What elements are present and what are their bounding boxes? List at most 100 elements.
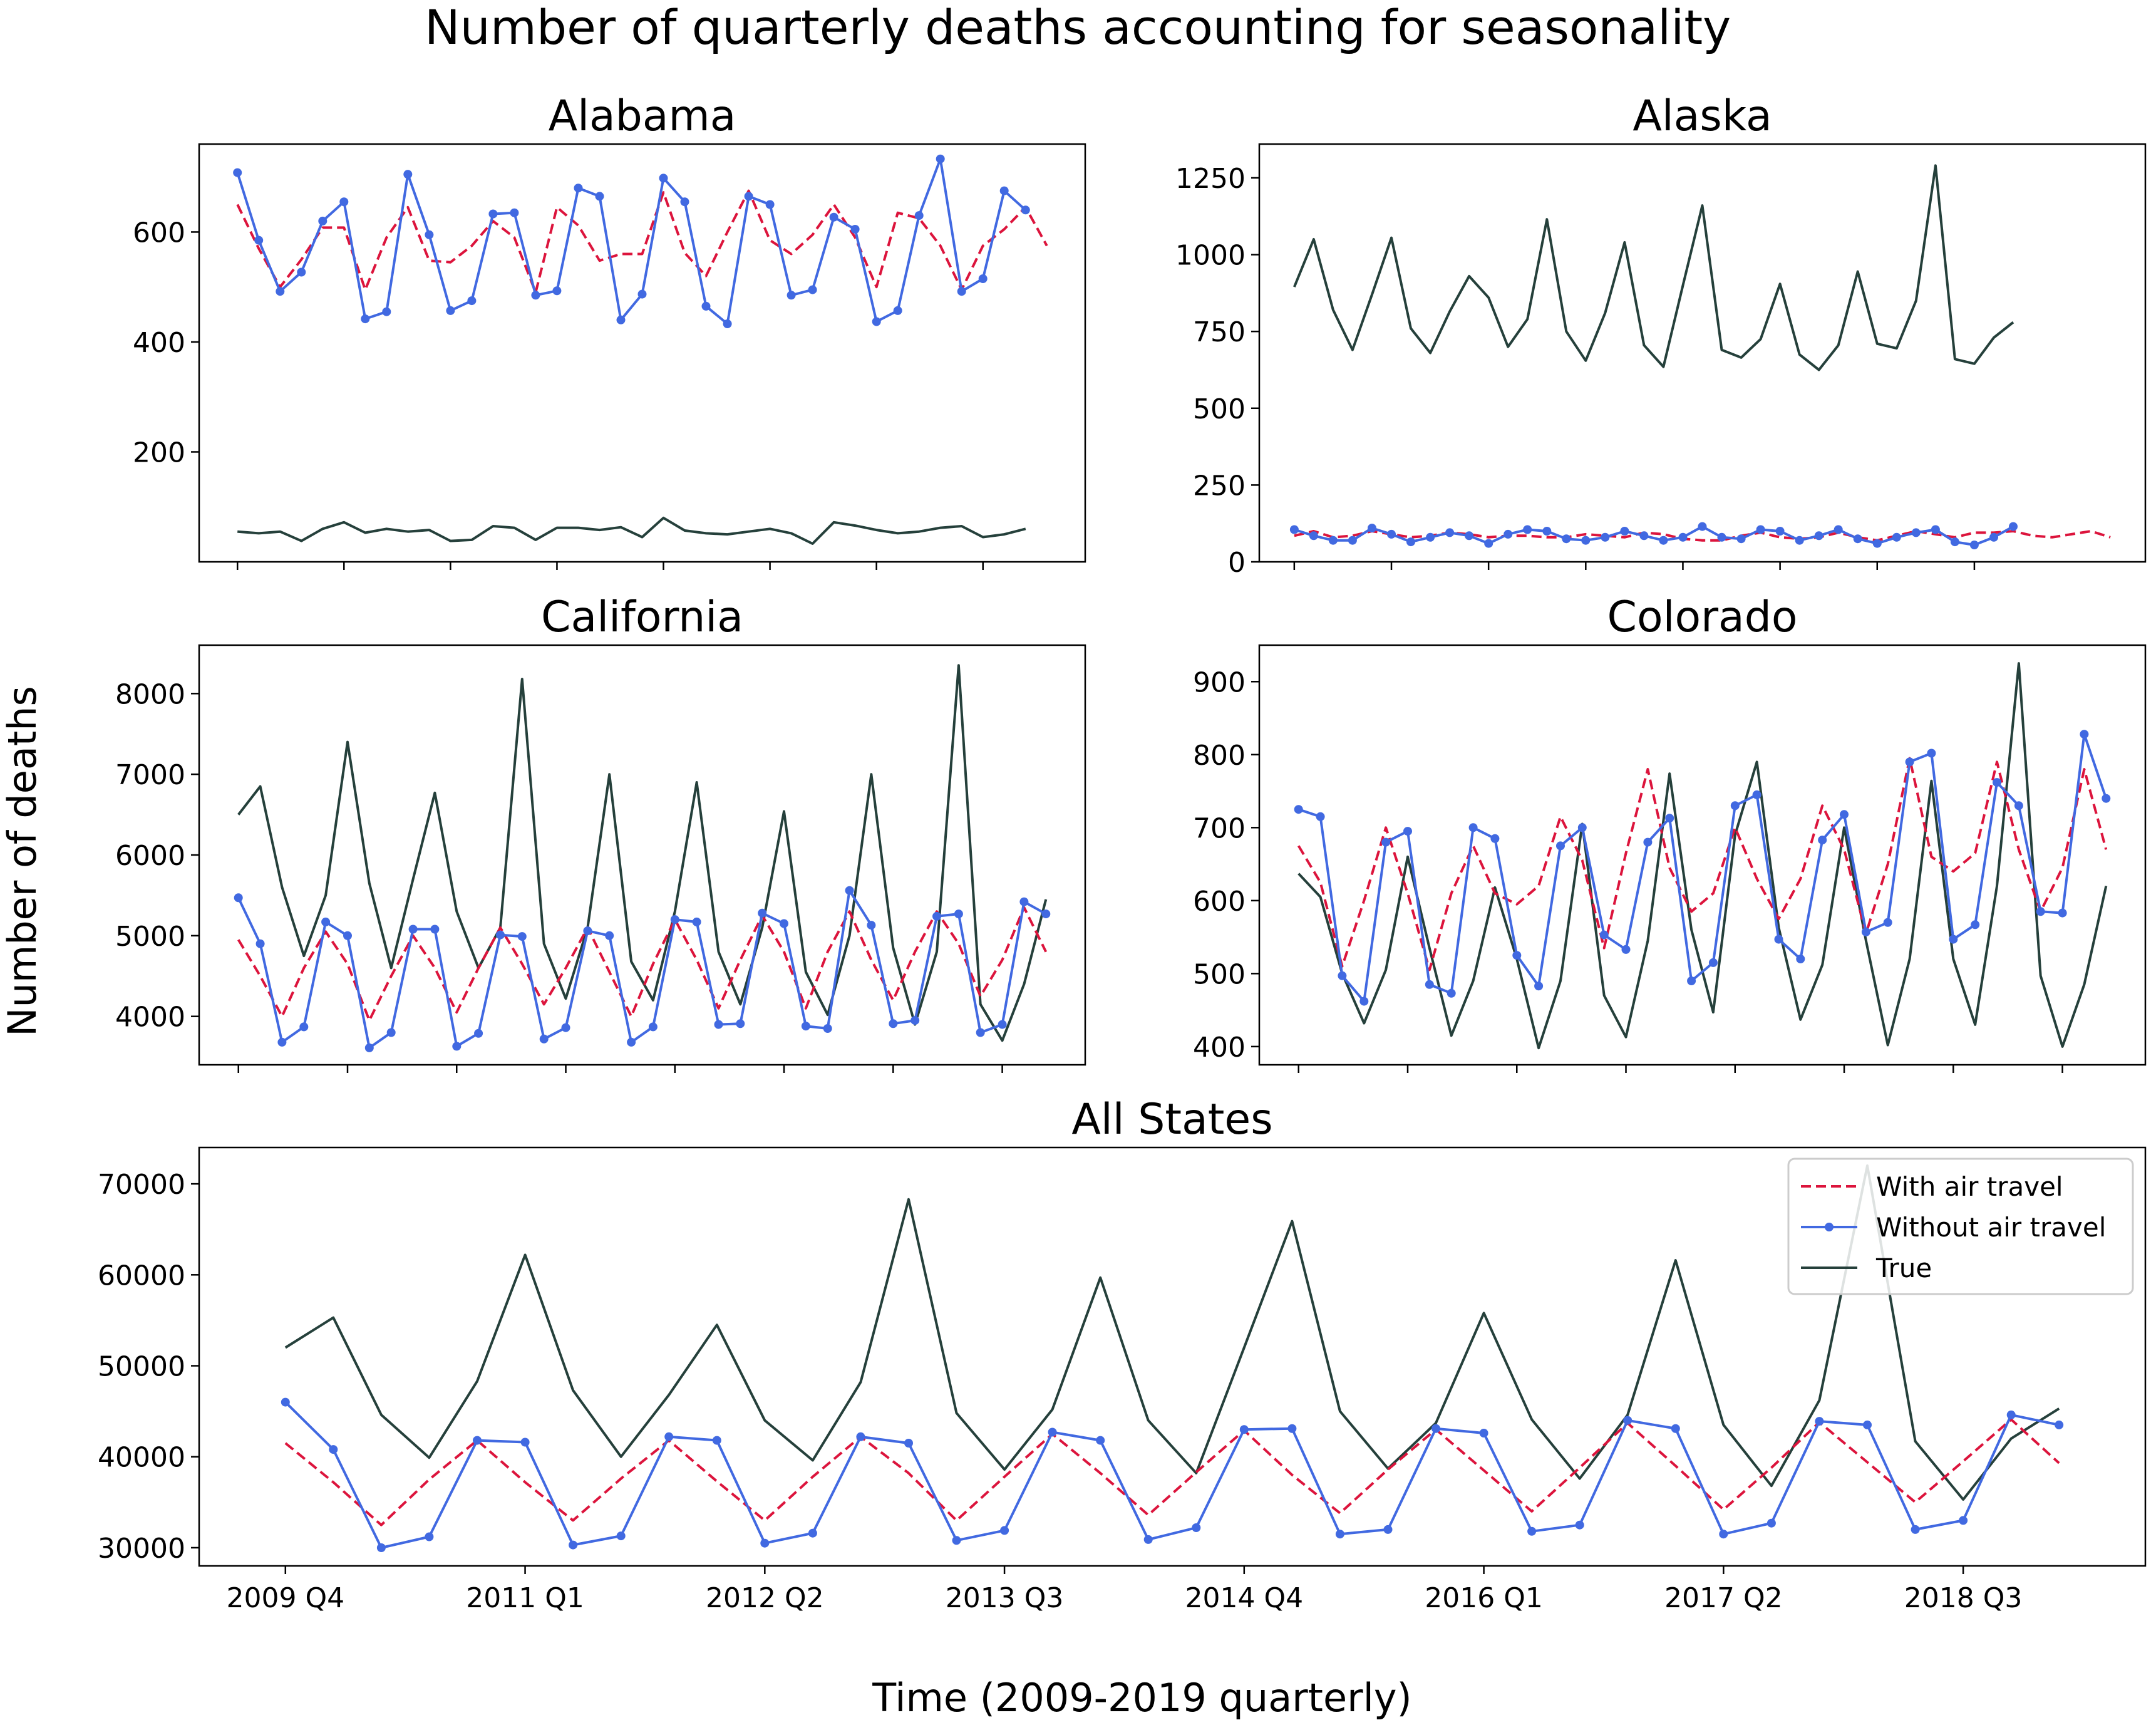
point-without-air-all-states-12	[856, 1432, 865, 1441]
axes-frame-all-states	[198, 1146, 2147, 1567]
point-without-air-colorado-5	[1403, 827, 1412, 836]
series-line-true-california	[237, 664, 1048, 1042]
point-without-air-alaska-3	[1348, 536, 1357, 545]
point-without-air-alabama-2	[276, 287, 285, 296]
point-without-air-alaska-13	[1542, 527, 1552, 536]
point-without-air-alabama-18	[616, 315, 626, 324]
point-without-air-california-25	[780, 919, 788, 928]
series-line-with-air-alabama	[236, 189, 1048, 294]
point-without-air-california-37	[1041, 909, 1051, 919]
point-without-air-alaska-32	[1911, 528, 1921, 537]
point-without-air-california-31	[910, 1016, 920, 1025]
point-without-air-california-19	[648, 1022, 658, 1032]
point-without-air-alabama-4	[318, 216, 328, 225]
point-without-air-all-states-37	[2055, 1420, 2064, 1429]
legend: With air travel Without air travel True	[1787, 1158, 2134, 1295]
point-without-air-colorado-11	[1534, 982, 1544, 991]
point-without-air-colorado-7	[1447, 988, 1456, 998]
point-without-air-colorado-31	[1971, 920, 1980, 930]
point-without-air-colorado-8	[1468, 823, 1478, 832]
point-without-air-alaska-31	[1892, 532, 1901, 542]
point-without-air-colorado-23	[1796, 955, 1805, 963]
point-without-air-colorado-35	[2058, 908, 2067, 918]
y-tick-label-colorado-0: 400	[1193, 1032, 1246, 1064]
y-tick-label-alaska-5: 1250	[1175, 163, 1246, 195]
point-without-air-california-5	[343, 931, 352, 940]
point-without-air-alaska-19	[1659, 536, 1668, 545]
point-without-air-alabama-11	[467, 296, 477, 306]
point-without-air-california-28	[845, 886, 854, 895]
y-tick-label-all-states-4: 70000	[98, 1169, 185, 1201]
x-tick-label-5: 2016 Q1	[1425, 1582, 1543, 1614]
point-without-air-colorado-19	[1708, 958, 1718, 967]
point-without-air-alaska-20	[1678, 532, 1688, 542]
subplot-title-all-states: All States	[1071, 1095, 1272, 1144]
legend-label-without-air: Without air travel	[1876, 1212, 2106, 1243]
point-without-air-all-states-1	[329, 1445, 338, 1454]
series-group-colorado	[1294, 662, 2111, 1050]
point-without-air-colorado-28	[1905, 757, 1914, 767]
y-tick-label-all-states-0: 30000	[98, 1533, 185, 1565]
point-without-air-alabama-6	[361, 314, 370, 324]
point-without-air-alabama-25	[765, 200, 775, 209]
point-without-air-alaska-1	[1309, 531, 1318, 541]
point-without-air-colorado-3	[1359, 997, 1369, 1006]
point-without-air-california-10	[452, 1042, 462, 1051]
x-tick-label-2: 2012 Q2	[706, 1582, 824, 1614]
point-without-air-all-states-22	[1335, 1530, 1344, 1539]
y-tick-label-california-3: 7000	[115, 759, 185, 791]
point-without-air-alabama-0	[233, 168, 242, 177]
x-axis-label: Time (2009-2019 quarterly)	[872, 1675, 1411, 1721]
point-without-air-all-states-4	[473, 1436, 482, 1445]
point-without-air-all-states-34	[1911, 1525, 1920, 1534]
point-without-air-colorado-4	[1381, 837, 1391, 847]
point-without-air-alabama-19	[637, 289, 647, 299]
legend-marker-without-air	[1825, 1223, 1834, 1231]
point-without-air-all-states-31	[1767, 1518, 1776, 1528]
point-without-air-all-states-7	[616, 1531, 626, 1541]
point-without-air-alabama-3	[297, 267, 306, 277]
point-without-air-california-8	[408, 925, 418, 934]
point-without-air-alabama-23	[723, 319, 732, 328]
series-group-all-states	[281, 1164, 2064, 1552]
point-without-air-california-15	[561, 1023, 570, 1032]
point-without-air-all-states-21	[1287, 1424, 1297, 1433]
y-tick-label-california-1: 5000	[115, 921, 185, 953]
point-without-air-california-13	[517, 932, 527, 941]
point-without-air-all-states-36	[2006, 1410, 2016, 1419]
point-without-air-alaska-33	[1931, 525, 1940, 534]
point-without-air-alaska-21	[1698, 522, 1707, 531]
point-without-air-california-29	[867, 921, 876, 930]
axes-frame-alaska	[1258, 143, 2147, 563]
point-without-air-all-states-10	[760, 1538, 770, 1548]
x-tick-label-1: 2011 Q1	[466, 1582, 584, 1614]
point-without-air-alaska-4	[1368, 524, 1376, 533]
subplot-title-alabama: Alabama	[549, 91, 736, 141]
point-without-air-california-6	[364, 1043, 374, 1052]
point-without-air-alaska-16	[1601, 532, 1610, 542]
point-without-air-colorado-18	[1687, 976, 1696, 985]
x-tick-label-0: 2009 Q4	[226, 1582, 344, 1614]
point-without-air-california-35	[998, 1020, 1007, 1029]
point-without-air-california-23	[736, 1019, 745, 1028]
point-without-air-all-states-26	[1527, 1526, 1537, 1536]
y-tick-label-colorado-4: 800	[1193, 740, 1246, 772]
point-without-air-all-states-23	[1383, 1525, 1393, 1534]
point-without-air-all-states-27	[1575, 1520, 1584, 1530]
series-line-with-air-colorado	[1297, 757, 2108, 971]
point-without-air-all-states-16	[1048, 1427, 1057, 1437]
series-line-true-alabama	[237, 516, 1026, 545]
x-tick-label-7: 2018 Q3	[1904, 1582, 2023, 1614]
point-without-air-alabama-26	[787, 291, 796, 300]
point-without-air-colorado-34	[2036, 907, 2045, 916]
point-without-air-alaska-34	[1950, 537, 1959, 547]
point-without-air-alaska-35	[1969, 541, 1979, 549]
point-without-air-colorado-0	[1294, 805, 1303, 814]
subplot-title-alaska: Alaska	[1632, 91, 1772, 141]
point-without-air-alaska-26	[1795, 536, 1804, 545]
point-without-air-colorado-9	[1490, 834, 1500, 843]
y-tick-label-colorado-3: 700	[1193, 812, 1246, 844]
y-axis-label: Number of deaths	[0, 686, 45, 1037]
series-group-alaska	[1289, 164, 2111, 549]
